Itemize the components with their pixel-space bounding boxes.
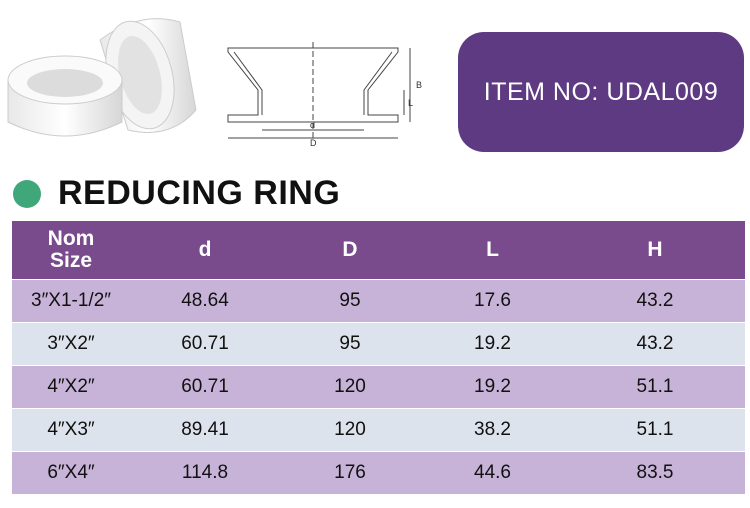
table-cell: 43.2 xyxy=(636,290,674,311)
header-cell: D xyxy=(280,221,420,279)
table-cell: 60.71 xyxy=(181,333,229,354)
table-cell: 120 xyxy=(334,419,366,440)
table-cell: 44.6 xyxy=(474,462,511,483)
table-cell: 38.2 xyxy=(474,419,511,440)
table-cell: 3″X1-1/2″ xyxy=(31,290,111,311)
header-cell: d xyxy=(130,221,280,279)
title: REDUCING RING xyxy=(58,174,341,212)
header-text: d xyxy=(198,238,212,261)
table-cell: 51.1 xyxy=(636,376,674,397)
table-cell: 19.2 xyxy=(474,333,511,354)
table-cell: 60.71 xyxy=(181,376,229,397)
table-cell: 120 xyxy=(334,376,366,397)
table-row: 3″X1-1/2″ 48.64 95 17.6 43.2 xyxy=(12,280,745,322)
bullet xyxy=(13,180,41,208)
dim-label: L xyxy=(408,98,413,108)
dim-label: d xyxy=(310,120,315,130)
table-cell: 6″X4″ xyxy=(47,462,95,483)
table-cell: 83.5 xyxy=(636,462,674,483)
table-cell: 114.8 xyxy=(181,462,229,483)
table-cell: 43.2 xyxy=(636,333,674,354)
table-cell: 95 xyxy=(339,333,361,354)
table-row: 3″X2″ 60.71 95 19.2 43.2 xyxy=(12,323,745,365)
header-text: L xyxy=(486,238,499,261)
item-number: ITEM NO: UDAL009 xyxy=(458,32,744,152)
dim-label: B xyxy=(416,80,422,90)
spec-table: Nom Size d D L H 3″X1-1/2″ 48.64 95 17.6 43.2 3″X2… xyxy=(12,221,745,495)
table-row: 4″X3″ 89.41 120 38.2 51.1 xyxy=(12,409,745,451)
header-row: Nom Size d D L H xyxy=(12,221,745,279)
header-cell: Nom Size xyxy=(12,221,130,279)
header-text: Nom Size xyxy=(47,227,95,272)
product-photo xyxy=(7,18,197,137)
table-row: 4″X2″ 60.71 120 19.2 51.1 xyxy=(12,366,745,408)
table-cell: 4″X2″ xyxy=(47,376,95,397)
table-cell: 17.6 xyxy=(474,290,511,311)
header-text: H xyxy=(647,238,663,261)
table-cell: 48.64 xyxy=(181,290,229,311)
table-cell: 3″X2″ xyxy=(47,333,95,354)
table-cell: 95 xyxy=(339,290,361,311)
header-cell: H xyxy=(565,221,745,279)
technical-drawing: B L d D xyxy=(227,42,422,148)
table-cell: 51.1 xyxy=(636,419,674,440)
header-text: D xyxy=(342,238,358,261)
table-cell: 176 xyxy=(334,462,366,483)
table-cell: 89.41 xyxy=(181,419,229,440)
table-cell: 4″X3″ xyxy=(47,419,95,440)
header-cell: L xyxy=(420,221,565,279)
table-cell: 19.2 xyxy=(474,376,511,397)
table-row: 6″X4″ 114.8 176 44.6 83.5 xyxy=(12,452,745,494)
dim-label: D xyxy=(310,138,317,148)
